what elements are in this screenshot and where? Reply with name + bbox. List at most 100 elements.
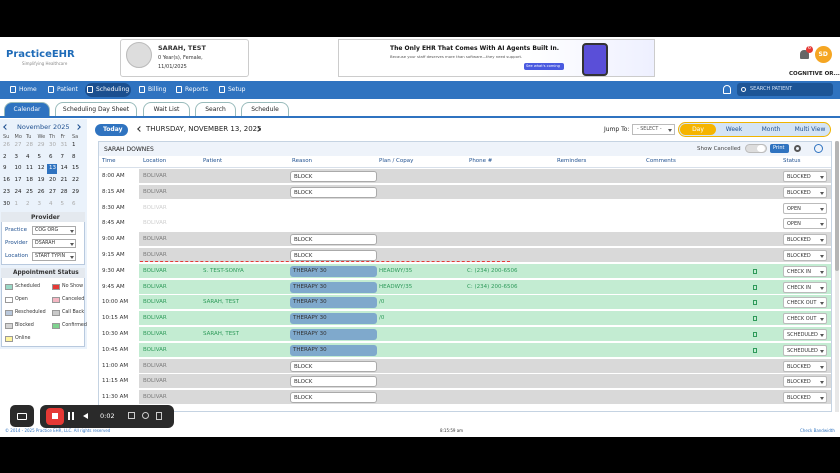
row-status[interactable]: CHECK OUT	[783, 297, 827, 309]
calendar-day[interactable]: 21	[60, 177, 68, 184]
row-status[interactable]: SCHEDULED	[783, 329, 827, 340]
jump-value[interactable]: - SELECT -	[637, 127, 662, 132]
view-button[interactable]: Week	[717, 124, 751, 135]
calendar-day[interactable]: 30	[49, 142, 56, 148]
calendar-day[interactable]: 3	[14, 153, 19, 160]
tab-label[interactable]: Search	[205, 106, 226, 113]
tab-label[interactable]: Calendar	[13, 106, 41, 113]
calendar-day[interactable]: 1	[14, 200, 19, 207]
nav-item[interactable]: Patient	[57, 86, 78, 93]
row-status-text[interactable]: BLOCKED	[787, 379, 811, 386]
row-status[interactable]: BLOCKED	[783, 171, 827, 182]
calendar-year[interactable]: 2025	[53, 123, 70, 131]
nav-item[interactable]: Setup	[228, 86, 246, 93]
calendar-day[interactable]: 31	[60, 142, 68, 148]
toggle[interactable]	[745, 144, 767, 153]
view-label[interactable]: Month	[761, 126, 781, 133]
tab[interactable]: Schedule	[241, 102, 289, 116]
user-avatar[interactable]: SD	[815, 46, 832, 63]
row-status[interactable]: BLOCKED	[783, 392, 827, 404]
view-label[interactable]: Day	[692, 126, 704, 133]
jump-select[interactable]: - SELECT -	[632, 124, 675, 135]
row-status[interactable]: CHECK IN	[783, 265, 827, 277]
view-button[interactable]: Day	[680, 124, 716, 135]
view-button[interactable]: Multi View	[790, 124, 830, 135]
calendar-day[interactable]: 1	[72, 142, 76, 148]
calendar-day[interactable]: 6	[72, 200, 76, 207]
row-status-text[interactable]: OPEN	[787, 205, 801, 212]
tab[interactable]: Search	[195, 102, 236, 116]
calendar-day[interactable]: 9	[3, 165, 7, 172]
help-icon[interactable]	[814, 144, 823, 153]
calendar-day[interactable]: 15	[72, 165, 79, 172]
calendar-day[interactable]: 4	[49, 200, 53, 207]
view-label[interactable]: Multi View	[794, 126, 826, 133]
field-value[interactable]: START TYPIN	[35, 254, 66, 259]
calendar-month[interactable]: November	[17, 123, 51, 131]
row-status-text[interactable]: CHECK OUT	[787, 300, 817, 307]
calendar-day[interactable]: 13	[49, 165, 56, 172]
row-status-text[interactable]: OPEN	[787, 221, 801, 228]
calendar-day[interactable]: 10	[14, 165, 22, 172]
search-placeholder[interactable]: SEARCH PATIENT	[750, 85, 793, 92]
calendar-day[interactable]: 29	[72, 188, 79, 195]
tab-label[interactable]: Schedule	[251, 106, 279, 113]
calendar-day[interactable]: 11	[26, 165, 33, 172]
settings-icon[interactable]	[794, 145, 801, 152]
row-status[interactable]: CHECK IN	[783, 281, 827, 293]
user-initials[interactable]: SD	[818, 50, 828, 58]
calendar-day[interactable]: 22	[72, 177, 79, 184]
calendar-day[interactable]: 6	[49, 153, 53, 160]
user-name[interactable]: COGNITIVE OR...	[789, 71, 840, 77]
row-status-text[interactable]: BLOCKED	[787, 174, 811, 180]
row-status-text[interactable]: CHECK OUT	[787, 316, 817, 323]
today-button[interactable]: Today	[95, 124, 128, 136]
search-box[interactable]: SEARCH PATIENT	[737, 83, 833, 96]
notification-bell[interactable]	[800, 50, 809, 59]
calendar-day[interactable]: 17	[14, 177, 22, 184]
calendar-day[interactable]: 27	[14, 142, 22, 148]
calendar-day[interactable]: 19	[37, 177, 45, 184]
print-button[interactable]: Print	[770, 144, 789, 153]
check-bandwidth[interactable]: Check Bandwidth	[800, 428, 835, 433]
row-status-text[interactable]: SCHEDULED	[787, 332, 818, 338]
row-status[interactable]: SCHEDULED	[783, 344, 827, 356]
ad-button[interactable]: See what's coming	[524, 63, 564, 70]
calendar-day[interactable]: 28	[60, 188, 68, 195]
nav-item[interactable]: Home	[19, 86, 37, 93]
row-status-text[interactable]: BLOCKED	[787, 253, 811, 259]
user-icon[interactable]	[723, 85, 731, 94]
field-value[interactable]: COG ORG	[35, 228, 59, 233]
calendar-day[interactable]: 8	[72, 153, 76, 160]
calendar-day[interactable]: 26	[37, 188, 45, 195]
calendar-day[interactable]: 5	[37, 153, 42, 160]
row-status-text[interactable]: BLOCKED	[787, 189, 811, 196]
calendar-day[interactable]: 7	[60, 153, 65, 160]
calendar-day[interactable]: 30	[3, 200, 10, 207]
field-select[interactable]: DSARAH	[32, 239, 76, 248]
calendar-day[interactable]: 27	[49, 188, 56, 195]
calendar-day[interactable]: 18	[26, 177, 33, 184]
row-patient[interactable]: S. TEST-SONYA	[203, 267, 244, 274]
calendar-day[interactable]: 26	[3, 142, 10, 148]
calendar-day[interactable]: 2	[3, 153, 7, 160]
row-status-text[interactable]: BLOCKED	[787, 237, 811, 244]
field-value[interactable]: DSARAH	[35, 241, 56, 246]
delete-button[interactable]	[156, 412, 162, 420]
field-select[interactable]: START TYPIN	[32, 252, 76, 261]
calendar-day[interactable]: 4	[26, 153, 30, 160]
tab[interactable]: Wait List	[143, 102, 190, 116]
tab-label[interactable]: Wait List	[153, 106, 180, 113]
row-status[interactable]: CHECK OUT	[783, 313, 827, 325]
calendar-day[interactable]: 5	[60, 200, 65, 207]
row-status-text[interactable]: BLOCKED	[787, 395, 811, 402]
row-patient[interactable]: SARAH, TEST	[203, 331, 240, 337]
nav-item[interactable]: Billing	[148, 86, 167, 93]
calendar-day[interactable]: 28	[26, 142, 33, 148]
pause-button[interactable]	[68, 412, 70, 420]
today-label[interactable]: Today	[103, 126, 123, 133]
rewind-button[interactable]	[83, 413, 88, 419]
print-label[interactable]: Print	[773, 145, 785, 151]
calendar-day[interactable]: 25	[26, 188, 33, 195]
row-status-text[interactable]: BLOCKED	[787, 363, 811, 370]
